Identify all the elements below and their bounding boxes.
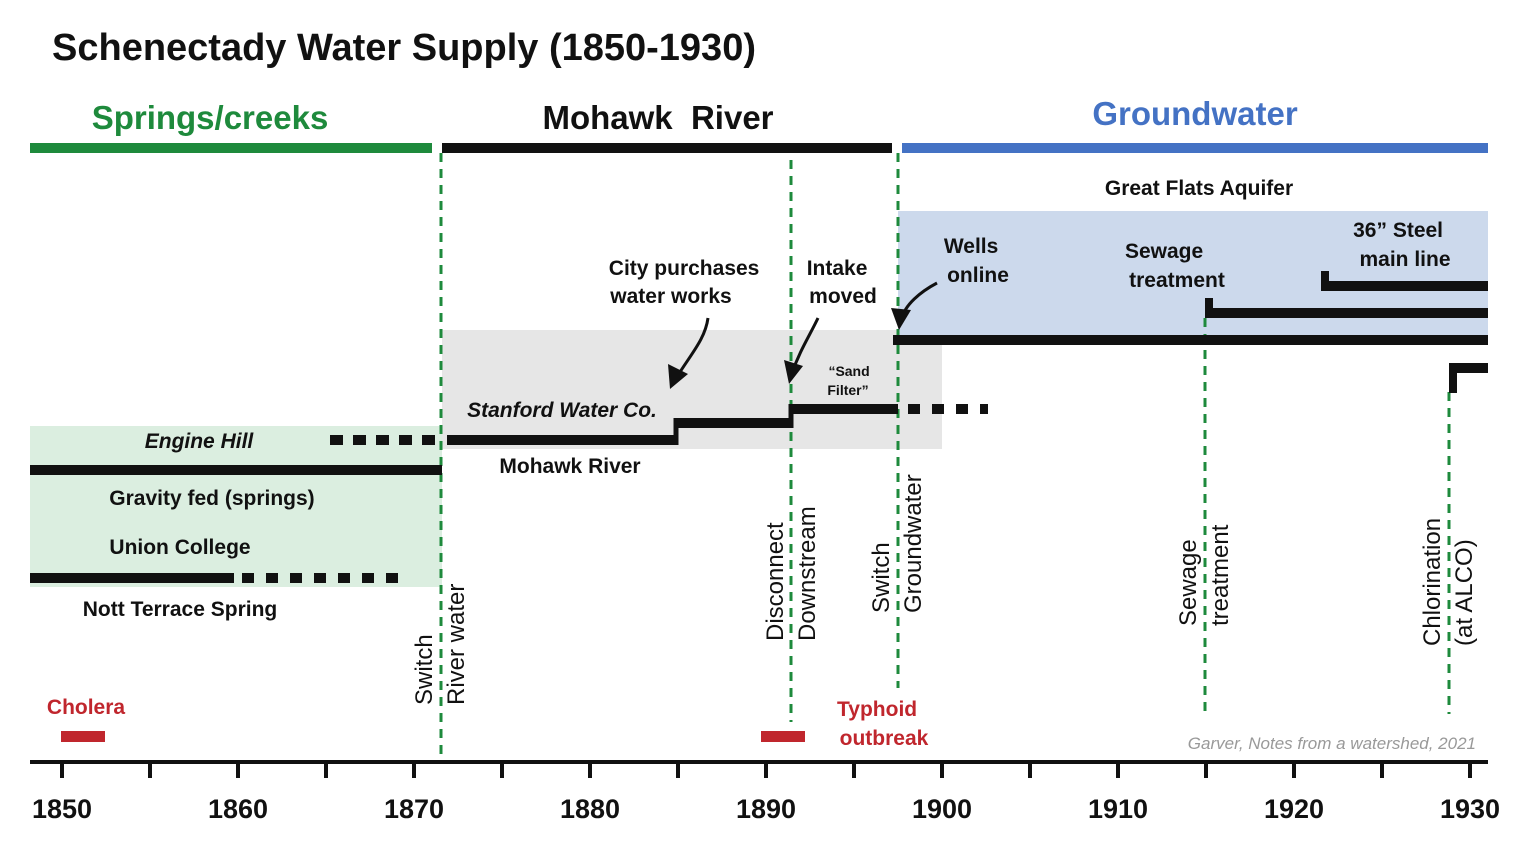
x-axis-tick-label: 1880 xyxy=(560,794,620,824)
engine-hill-label: Engine Hill xyxy=(145,430,255,453)
intake-moved-label: Intake moved xyxy=(807,257,877,308)
x-axis-ticks xyxy=(60,762,1472,778)
intake-moved-arrowhead xyxy=(784,360,803,384)
credit-text: Garver, Notes from a watershed, 2021 xyxy=(1188,734,1476,753)
gravity-fed-label: Gravity fed (springs) xyxy=(109,487,314,510)
springs-band xyxy=(30,426,442,587)
wells-online-label: Wells online xyxy=(944,235,1009,287)
x-axis-tick-label: 1890 xyxy=(736,794,796,824)
event-label-sewage: Sewage treatment xyxy=(1175,524,1234,626)
city-purchases-arrowhead xyxy=(668,364,688,389)
era-label-springs: Springs/creeks xyxy=(92,99,329,136)
city-purchases-label: City purchases water works xyxy=(609,257,765,308)
typhoid-bar xyxy=(761,731,805,742)
page-title: Schenectady Water Supply (1850-1930) xyxy=(52,27,756,69)
era-label-groundwater: Groundwater xyxy=(1092,95,1298,132)
steel-main-label: 36” Steel main line xyxy=(1353,219,1450,271)
union-college-label: Union College xyxy=(109,536,250,559)
typhoid-label: Typhoid outbreak xyxy=(837,698,929,750)
wells-online-arrowhead xyxy=(891,308,911,330)
era-label-mohawk: Mohawk River xyxy=(542,99,773,136)
mohawk-band xyxy=(442,330,942,449)
nott-terrace-label: Nott Terrace Spring xyxy=(83,598,277,621)
cholera-bar xyxy=(61,731,105,742)
era-bar-springs xyxy=(30,143,432,153)
event-label-river-water: Switch River water xyxy=(411,584,470,705)
stanford-label: Stanford Water Co. xyxy=(467,399,657,422)
x-axis-tick-label: 1920 xyxy=(1264,794,1324,824)
mohawk-river-label: Mohawk River xyxy=(499,455,640,478)
x-axis-tick-label: 1860 xyxy=(208,794,268,824)
sand-filter-label: “Sand Filter” xyxy=(827,363,873,398)
event-label-groundwater: Switch Groundwater xyxy=(868,474,927,613)
x-axis-tick-label: 1910 xyxy=(1088,794,1148,824)
x-axis-tick-label: 1850 xyxy=(32,794,92,824)
era-bar-groundwater xyxy=(902,143,1488,153)
sewage-treatment-label: Sewage treatment xyxy=(1125,240,1225,292)
event-label-disconnect: Disconnect Downstream xyxy=(762,506,821,641)
x-axis-tick-label: 1870 xyxy=(384,794,444,824)
event-label-chlorination: Chlorination (at ALCO) xyxy=(1419,511,1478,646)
x-axis-tick-label: 1900 xyxy=(912,794,972,824)
x-axis-tick-label: 1930 xyxy=(1440,794,1500,824)
x-axis-labels: 1850 1860 1870 1880 1890 1900 1910 1920 1930 xyxy=(32,794,1500,824)
cholera-label: Cholera xyxy=(47,696,126,719)
era-bar-mohawk xyxy=(442,143,892,153)
great-flats-label: Great Flats Aquifer xyxy=(1105,177,1293,200)
